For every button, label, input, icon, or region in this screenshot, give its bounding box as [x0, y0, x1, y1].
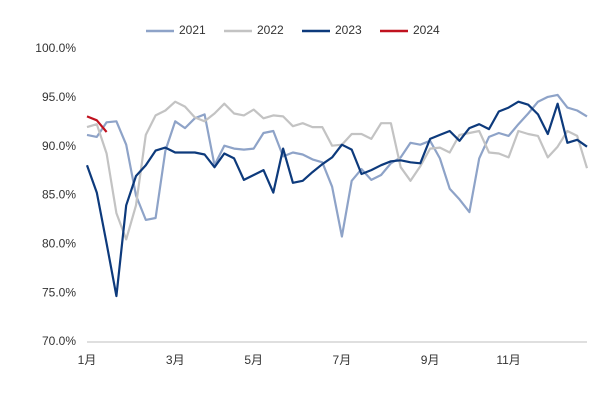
y-tick-label: 85.0% [42, 188, 76, 202]
y-tick-label: 90.0% [42, 139, 76, 153]
x-tick-label: 11月 [496, 353, 520, 367]
line-series [86, 93, 588, 238]
legend-label: 2024 [413, 23, 440, 37]
x-tick-label: 9月 [421, 353, 440, 367]
x-tick-label: 3月 [166, 353, 185, 367]
y-tick-label: 70.0% [42, 334, 76, 348]
line-series [86, 115, 108, 133]
legend-label: 2021 [179, 23, 206, 37]
y-tick-label: 100.0% [35, 41, 76, 55]
legend-label: 2023 [335, 23, 362, 37]
y-tick-label: 75.0% [42, 285, 76, 299]
x-tick-label: 7月 [333, 353, 352, 367]
line-series [85, 100, 588, 298]
y-tick-label: 80.0% [42, 237, 76, 251]
legend-label: 2022 [257, 23, 284, 37]
x-tick-label: 5月 [244, 353, 263, 367]
line-series [86, 100, 589, 241]
y-tick-label: 95.0% [42, 90, 76, 104]
x-tick-label: 1月 [78, 353, 97, 367]
